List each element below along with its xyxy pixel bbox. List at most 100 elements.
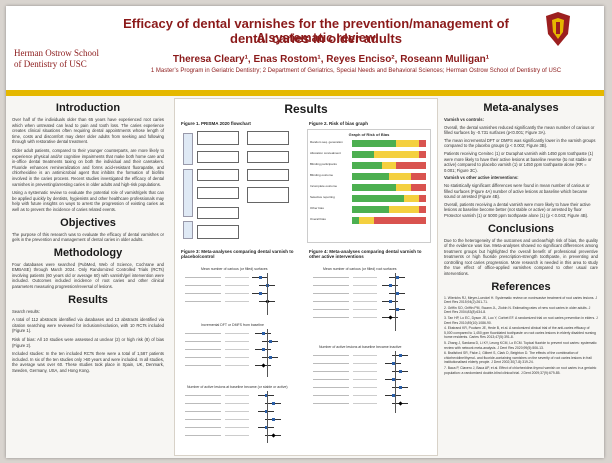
rob-segment <box>352 195 404 202</box>
rob-segment <box>403 195 419 202</box>
usc-logo-icon <box>546 12 570 46</box>
meta-bullet: Overall, patients receiving a dental var… <box>444 201 591 218</box>
school-line-1: Herman Ostrow School <box>14 48 99 58</box>
prisma-flowchart <box>183 129 301 241</box>
forest-row-text <box>353 293 377 294</box>
forest-row-text <box>313 285 349 286</box>
flowchart-box <box>247 131 289 145</box>
forest-row-text <box>353 387 377 388</box>
forest-row-text <box>185 419 221 420</box>
rob-row-label: Blinding participants <box>310 162 337 166</box>
fig4-subtitle-a: Mean number of carious (or filled) root … <box>323 267 397 271</box>
results-search-paragraph: A total of 112 abstracts identified via … <box>12 317 164 334</box>
forest-row-text <box>185 403 221 404</box>
flowchart-box <box>197 169 239 181</box>
rob-segment <box>374 217 426 224</box>
forest-row-text <box>225 357 249 358</box>
forest-row-text <box>225 277 249 278</box>
rob-segment <box>374 151 419 158</box>
meta-analyses-title: Meta-analyses <box>483 102 559 114</box>
rob-segment <box>396 162 426 169</box>
forest-row-text <box>225 301 249 302</box>
intro-paragraph-3: Using a systematic review to evaluate th… <box>12 190 164 212</box>
forest-row-text <box>313 403 349 404</box>
rob-row-bar <box>352 217 426 224</box>
rob-row-bar <box>352 195 426 202</box>
forest-point <box>391 377 395 381</box>
forest-point <box>398 353 402 357</box>
forest-plot-3a <box>183 273 303 317</box>
forest-row-text <box>225 293 249 294</box>
forest-point <box>271 417 275 421</box>
flowchart-box <box>247 169 289 181</box>
forest-row-text <box>313 379 349 380</box>
forest-row-text <box>185 395 221 396</box>
forest-null-line <box>395 273 396 331</box>
rob-segment <box>418 151 426 158</box>
forest-row-text <box>313 363 349 364</box>
varnish-vs-controls-label: Varnish vs controls: <box>444 117 485 122</box>
forest-row-text <box>313 309 349 310</box>
objectives-title: Objectives <box>60 216 116 229</box>
forest-row-text <box>185 285 221 286</box>
forest-point <box>264 425 268 429</box>
poster-header: Herman Ostrow School of Dentistry of USC… <box>6 6 604 90</box>
results-included-paragraph: Included studies: In the ten included RC… <box>12 351 164 373</box>
reference-item: 6. Brailsford SR, Fiske J, Gilbert S, Cl… <box>444 351 592 365</box>
meta-bullet: Patients receiving Cervitec (1) or Durap… <box>444 150 594 173</box>
reference-list: 1. Wierichs RJ, Meyer-Lueckel H. Systema… <box>444 296 598 376</box>
rob-segment <box>418 195 426 202</box>
forest-row-text <box>185 357 221 358</box>
forest-point <box>395 291 399 295</box>
forest-row-text <box>313 355 349 356</box>
forest-point <box>268 355 272 359</box>
methodology-title: Methodology <box>53 246 123 259</box>
objectives-paragraph: The purpose of this research was to eval… <box>12 231 164 243</box>
rob-segment <box>352 140 397 147</box>
forest-point <box>264 393 268 397</box>
forest-null-line <box>395 351 396 413</box>
results-title-center: Results <box>284 102 328 116</box>
figure-4-label: Figure 4: Meta-analyses comparing dental… <box>309 249 422 259</box>
rob-segment <box>352 217 360 224</box>
intro-paragraph-2: Older adult patients, compared to their … <box>12 147 164 187</box>
rob-segment <box>396 140 419 147</box>
forest-point <box>261 347 265 351</box>
flowchart-box <box>197 187 239 199</box>
rob-segment <box>352 184 397 191</box>
conclusions-title: Conclusions <box>487 222 554 235</box>
forest-row-text <box>185 341 221 342</box>
rob-row-bar <box>352 151 426 158</box>
rob-row-label: Random seq. generation <box>310 140 343 144</box>
forest-point <box>398 385 402 389</box>
forest-null-line <box>267 329 268 377</box>
forest-row-text <box>225 285 249 286</box>
poster-subtitle: A systematic review <box>256 31 376 45</box>
fig3-subtitle-a: Mean number of carious (or filled) surfa… <box>201 267 268 271</box>
forest-row-text <box>353 395 377 396</box>
results-panel: Results Figure 1. PRISMA 2020 flowchart … <box>174 98 438 456</box>
forest-point <box>258 275 262 279</box>
forest-point <box>388 299 392 303</box>
forest-row-text <box>353 277 377 278</box>
meta-bullet: Overall, the dental varnishes reduced si… <box>444 124 595 136</box>
forest-plot-4a <box>311 273 431 333</box>
reference-item: 5. Zhang J, Sardana D, Li KY, Leung KCM,… <box>444 341 597 350</box>
reference-item: 1. Wierichs RJ, Meyer-Lueckel H. Systema… <box>444 295 598 305</box>
results-bias-paragraph: Risk of bias: All 10 studies were assess… <box>12 337 164 348</box>
forest-row-text <box>225 435 249 436</box>
forest-row-text <box>225 411 249 412</box>
rob-row-bar <box>352 206 426 213</box>
right-column: Meta-analyses Varnish vs controls: Overa… <box>444 98 598 376</box>
rob-row-label: Allocation concealment <box>310 151 341 155</box>
forest-row-text <box>185 435 221 436</box>
reference-item: 3. Tan HP, Lo EC, Dyson JE, Luo Y, Corbe… <box>444 316 598 325</box>
results-title-left: Results <box>68 293 108 306</box>
forest-row-text <box>353 285 377 286</box>
forest-row-text <box>225 333 249 334</box>
rob-segment <box>389 206 419 213</box>
poster-title: Efficacy of dental varnishes for the pre… <box>123 16 509 46</box>
flowchart-stage-tab <box>183 169 193 217</box>
forest-row-text <box>185 333 221 334</box>
figure-3-forest-plots: Mean number of carious (or filled) surfa… <box>181 265 305 449</box>
